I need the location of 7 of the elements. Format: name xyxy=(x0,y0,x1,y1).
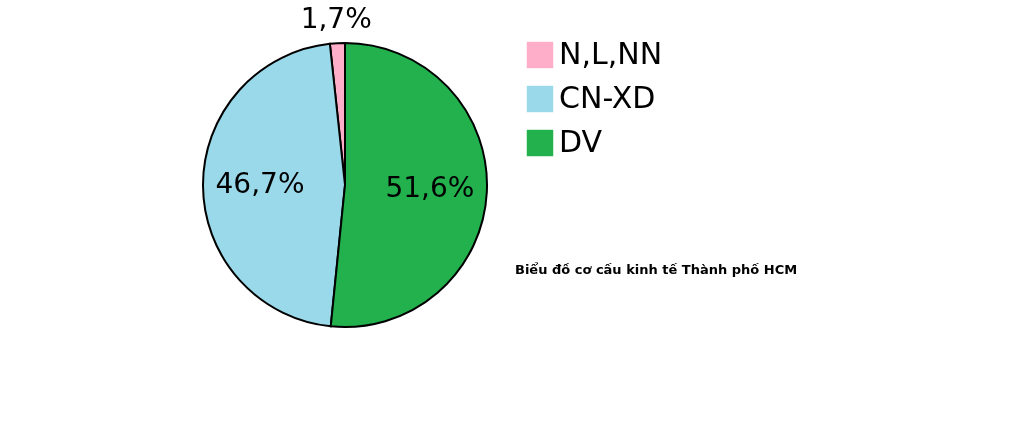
text: Biểu đồ cơ cấu kinh tế Thành phố HCM xyxy=(515,262,798,277)
data-label: 51,6% xyxy=(385,171,475,205)
legend-label: CN-XD xyxy=(559,80,656,115)
legend-label: DV xyxy=(559,124,603,159)
data-label: 46,7% xyxy=(215,167,305,201)
data-label: 1,7% xyxy=(300,2,372,36)
legend-label: N,L,NN xyxy=(559,36,663,71)
